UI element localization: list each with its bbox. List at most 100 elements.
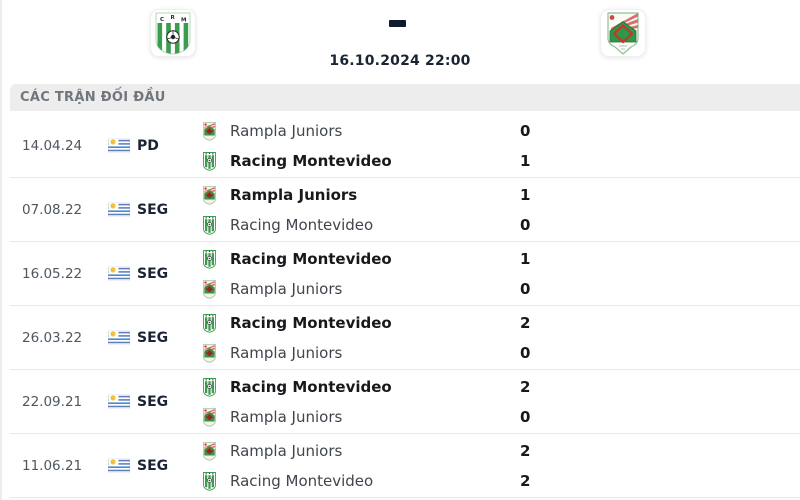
team-score: 1	[520, 249, 531, 268]
svg-text:C: C	[160, 17, 164, 23]
teams-cell: Rampla Juniors Racing Montevideo	[190, 436, 520, 496]
league-cell: SEG	[108, 266, 190, 282]
team-line: Racing Montevideo	[190, 466, 520, 496]
rampla-juniors-logo	[202, 121, 217, 141]
team-score: 2	[520, 441, 531, 460]
league-cell: SEG	[108, 330, 190, 346]
scores-cell: 1 0	[520, 180, 800, 240]
team-name: Rampla Juniors	[230, 185, 358, 204]
match-date: 16.05.22	[22, 265, 83, 282]
racing-montevideo-logo	[202, 249, 217, 269]
rampla-juniors-logo	[202, 185, 217, 205]
page-left-edge	[0, 0, 2, 500]
team-line: Racing Montevideo	[190, 146, 520, 176]
teams-cell: Rampla Juniors Racing Montevideo	[190, 180, 520, 240]
scores-cell: 2 0	[520, 308, 800, 368]
league-code: SEG	[137, 393, 169, 410]
team-score: 0	[520, 215, 531, 234]
teams-cell: Racing Montevideo Rampla Juniors	[190, 372, 520, 432]
team-line: Racing Montevideo	[190, 372, 520, 402]
match-date: 07.08.22	[22, 201, 83, 218]
uruguay-flag-icon	[108, 138, 130, 153]
racing-montevideo-logo	[202, 377, 217, 397]
team-score: 0	[520, 279, 531, 298]
uruguay-flag-icon	[108, 458, 130, 473]
scores-cell: 1 0	[520, 244, 800, 304]
h2h-match-row[interactable]: 16.05.22 SEG Racing Montevideo Rampla Ju…	[10, 242, 800, 306]
team-name: Racing Montevideo	[230, 249, 392, 268]
section-header: CÁC TRẬN ĐỐI ĐẦU	[10, 84, 800, 111]
league-code: SEG	[137, 457, 169, 474]
league-code: SEG	[137, 265, 169, 282]
team-line: Rampla Juniors	[190, 274, 520, 304]
team-line: Rampla Juniors	[190, 402, 520, 432]
rampla-juniors-crest	[604, 11, 642, 55]
team-name: Rampla Juniors	[230, 279, 343, 298]
team-score: 0	[520, 343, 531, 362]
away-team-crest-card[interactable]	[600, 9, 646, 57]
team-name: Rampla Juniors	[230, 441, 343, 460]
rampla-juniors-logo	[202, 343, 217, 363]
uruguay-flag-icon	[108, 394, 130, 409]
match-datetime: 16.10.2024 22:00	[329, 53, 471, 69]
team-name: Racing Montevideo	[230, 151, 392, 170]
teams-cell: Racing Montevideo Rampla Juniors	[190, 244, 520, 304]
uruguay-flag-icon	[108, 266, 130, 281]
h2h-match-row[interactable]: 26.03.22 SEG Racing Montevideo Rampla Ju…	[10, 306, 800, 370]
match-date: 26.03.22	[22, 329, 83, 346]
team-name: Racing Montevideo	[230, 377, 392, 396]
match-date: 14.04.24	[22, 137, 83, 154]
league-code: PD	[137, 137, 159, 154]
team-name: Racing Montevideo	[230, 215, 374, 234]
scores-cell: 2 0	[520, 372, 800, 432]
scores-cell: 2 2	[520, 436, 800, 496]
league-cell: PD	[108, 138, 190, 154]
rampla-juniors-logo	[202, 441, 217, 461]
league-code: SEG	[137, 201, 169, 218]
h2h-match-row[interactable]: 14.04.24 PD Rampla Juniors Racing Montev…	[10, 114, 800, 178]
team-name: Rampla Juniors	[230, 407, 343, 426]
match-date: 22.09.21	[22, 393, 83, 410]
league-cell: SEG	[108, 458, 190, 474]
team-line: Racing Montevideo	[190, 244, 520, 274]
uruguay-flag-icon	[108, 202, 130, 217]
match-date: 11.06.21	[22, 457, 83, 474]
teams-cell: Racing Montevideo Rampla Juniors	[190, 308, 520, 368]
svg-text:R: R	[171, 15, 176, 21]
team-score: 2	[520, 471, 531, 490]
scores-cell: 0 1	[520, 116, 800, 176]
team-name: Racing Montevideo	[230, 471, 374, 490]
team-score: 2	[520, 377, 531, 396]
racing-montevideo-logo	[202, 215, 217, 235]
team-line: Rampla Juniors	[190, 436, 520, 466]
racing-montevideo-logo	[202, 313, 217, 333]
h2h-match-row[interactable]: 11.06.21 SEG Rampla Juniors Racing Monte…	[10, 434, 800, 498]
rampla-juniors-logo	[202, 279, 217, 299]
team-line: Racing Montevideo	[190, 210, 520, 240]
section-title: CÁC TRẬN ĐỐI ĐẦU	[20, 90, 166, 105]
team-line: Rampla Juniors	[190, 180, 520, 210]
h2h-match-row[interactable]: 07.08.22 SEG Rampla Juniors Racing Monte…	[10, 178, 800, 242]
team-score: 2	[520, 313, 531, 332]
uruguay-flag-icon	[108, 330, 130, 345]
h2h-list: 14.04.24 PD Rampla Juniors Racing Montev…	[10, 114, 800, 498]
team-name: Rampla Juniors	[230, 343, 343, 362]
svg-text:M: M	[181, 18, 186, 24]
rampla-juniors-logo	[202, 407, 217, 427]
league-cell: SEG	[108, 202, 190, 218]
teams-cell: Rampla Juniors Racing Montevideo	[190, 116, 520, 176]
team-name: Rampla Juniors	[230, 121, 343, 140]
vs-separator-dash	[389, 20, 406, 27]
team-score: 0	[520, 121, 531, 140]
league-cell: SEG	[108, 394, 190, 410]
team-line: Rampla Juniors	[190, 116, 520, 146]
racing-montevideo-logo	[202, 151, 217, 171]
team-score: 1	[520, 185, 531, 204]
h2h-match-row[interactable]: 22.09.21 SEG Racing Montevideo Rampla Ju…	[10, 370, 800, 434]
league-code: SEG	[137, 329, 169, 346]
team-line: Rampla Juniors	[190, 338, 520, 368]
team-line: Racing Montevideo	[190, 308, 520, 338]
